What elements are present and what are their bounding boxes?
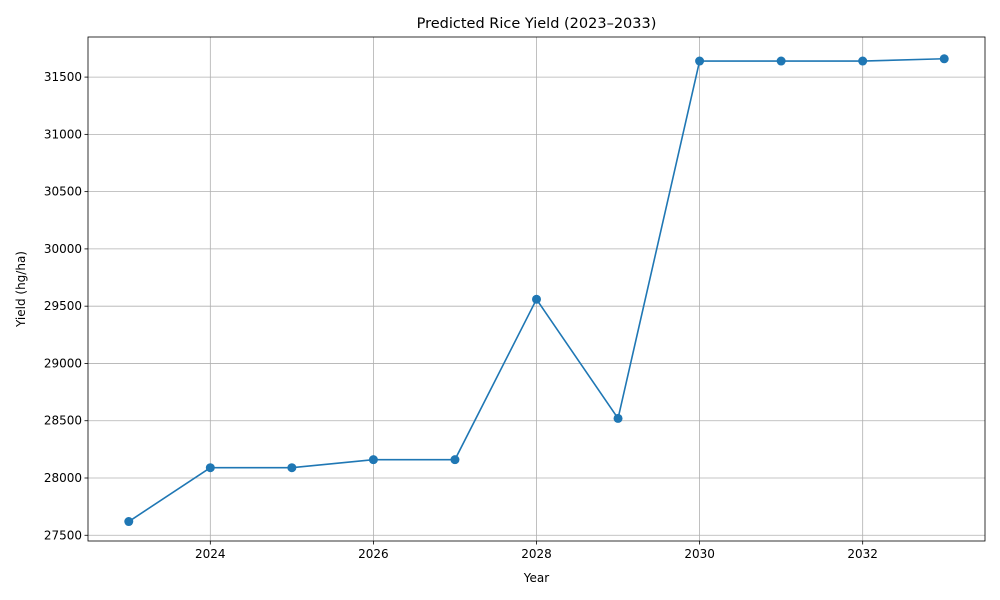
x-tick-label: 2024: [195, 547, 226, 561]
y-tick-label: 30500: [44, 185, 82, 199]
data-series: [124, 54, 949, 527]
data-point: [450, 455, 460, 465]
x-tick-label: 2026: [358, 547, 389, 561]
y-axis-label: Yield (hg/ha): [14, 251, 28, 328]
x-tick-label: 2030: [684, 547, 715, 561]
data-point: [532, 294, 541, 304]
data-point: [124, 517, 134, 527]
x-tick-label: 2032: [847, 547, 878, 561]
y-tick-label: 31000: [44, 127, 82, 141]
x-tick-label: 2028: [521, 547, 552, 561]
data-point: [776, 56, 786, 66]
data-point: [939, 54, 949, 64]
y-tick-label: 28000: [44, 471, 82, 485]
y-tick-label: 29500: [44, 299, 82, 313]
x-axis-ticks: 2024 2026 2028 2030 2032: [195, 541, 878, 561]
data-point: [287, 463, 297, 473]
data-point: [205, 463, 215, 473]
data-point: [368, 455, 378, 465]
y-tick-label: 29000: [44, 356, 82, 370]
y-tick-label: 31500: [44, 70, 82, 84]
x-axis-label: Year: [523, 571, 549, 585]
grid-lines: [88, 37, 985, 541]
data-point: [613, 413, 623, 423]
y-axis-ticks: 27500 28000 28500 29000 29500 30000 30500 31000…: [44, 70, 88, 542]
y-tick-label: 27500: [44, 528, 82, 542]
y-tick-label: 28500: [44, 414, 82, 428]
chart-title: Predicted Rice Yield (2023–2033): [417, 16, 657, 32]
y-tick-label: 30000: [44, 242, 82, 256]
data-point: [695, 56, 705, 66]
data-point: [858, 56, 868, 66]
